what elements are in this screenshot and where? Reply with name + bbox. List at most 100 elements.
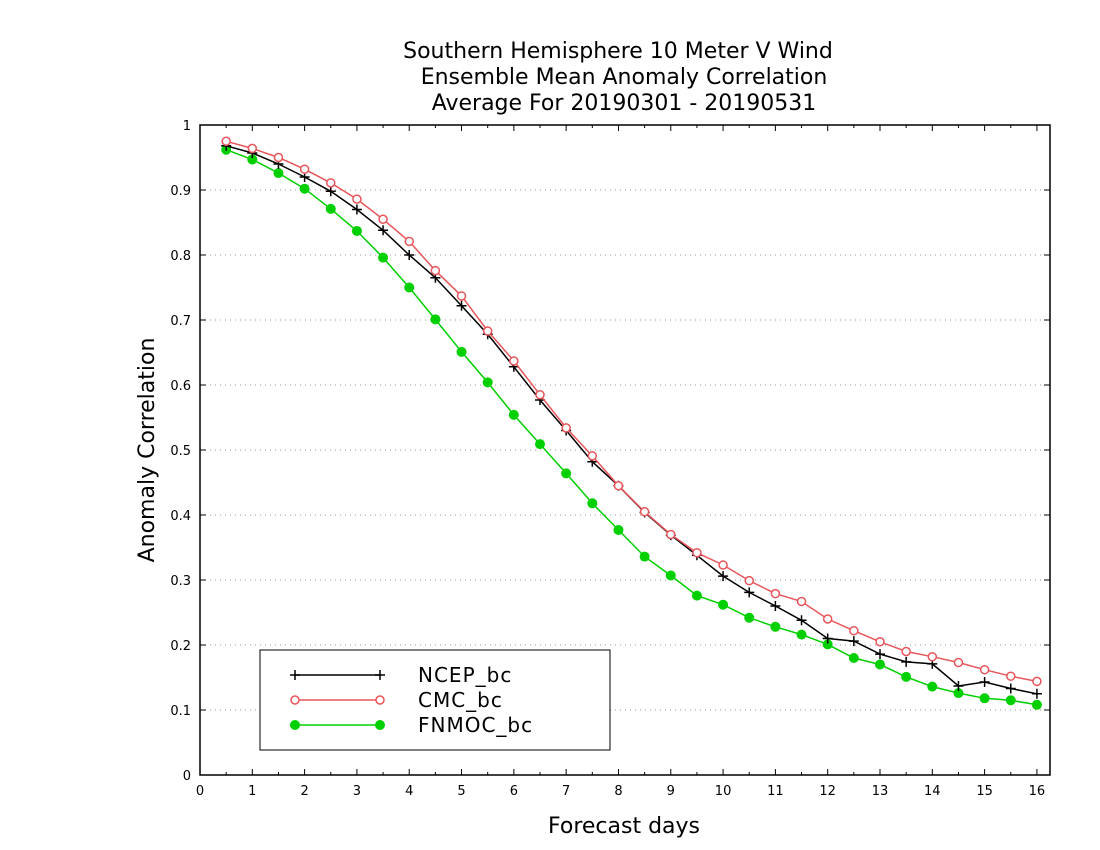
data-point-ncep-bc (325, 186, 336, 197)
data-point-fnmoc-bc (430, 314, 441, 325)
y-tick-label: 0.9 (170, 184, 191, 199)
legend-label-fnmoc-bc: FNMOC_bc (418, 713, 533, 737)
data-point-fnmoc-bc (351, 225, 362, 236)
data-point-cmc-bc (718, 560, 728, 570)
data-point-ncep-bc (848, 636, 859, 647)
data-point-cmc-bc (822, 614, 833, 624)
data-point-cmc-bc (561, 423, 571, 433)
data-point-ncep-bc (953, 680, 964, 691)
data-point-fnmoc-bc (456, 346, 467, 357)
data-point-fnmoc-bc (1005, 695, 1016, 706)
data-point-ncep-bc (875, 649, 885, 660)
data-point-cmc-bc (587, 451, 598, 461)
data-point-cmc-bc (482, 326, 493, 336)
series-fnmoc-bc (221, 144, 1042, 710)
chart-title-line-2: Ensemble Mean Anomaly Correlation (421, 65, 828, 90)
x-tick-label: 5 (457, 784, 465, 799)
data-point-ncep-bc (351, 204, 362, 215)
legend-marker-cmc-bc (375, 695, 385, 705)
data-point-ncep-bc (378, 225, 389, 236)
series-line-cmc-bc (226, 140, 1038, 683)
y-tick-label: 0.5 (170, 444, 191, 459)
data-point-fnmoc-bc (482, 377, 493, 388)
data-point-fnmoc-bc (404, 282, 415, 293)
legend-label-ncep-bc: NCEP_bc (418, 663, 512, 687)
data-point-fnmoc-bc (770, 621, 781, 632)
series-group (221, 136, 1042, 710)
chart-title: Southern Hemisphere 10 Meter V Wind Ense… (403, 39, 833, 116)
x-axis-label: Forecast days (548, 814, 700, 839)
data-point-cmc-bc (1006, 671, 1016, 681)
data-point-cmc-bc (273, 152, 284, 163)
x-tick-label: 3 (353, 784, 361, 799)
data-point-cmc-bc (692, 547, 702, 558)
x-tick-label: 1 (248, 784, 256, 799)
data-point-cmc-bc (613, 481, 624, 491)
data-point-fnmoc-bc (508, 409, 519, 420)
legend-marker-cmc-bc (290, 695, 300, 705)
y-tick-label: 1 (183, 119, 191, 134)
data-point-cmc-bc (404, 236, 414, 247)
y-tick-label: 0.2 (170, 639, 191, 654)
x-tick-label: 15 (976, 784, 993, 799)
data-point-fnmoc-bc (875, 659, 885, 670)
legend-marker-fnmoc-bc (375, 720, 385, 730)
data-point-cmc-bc (352, 194, 362, 204)
data-point-cmc-bc (796, 596, 807, 607)
data-point-cmc-bc (849, 625, 859, 636)
x-tick-label: 6 (510, 784, 518, 799)
grid (200, 189, 1050, 711)
y-tick-label: 0.7 (170, 314, 191, 329)
y-tick-label: 0.8 (170, 249, 191, 264)
y-axis-label: Anomaly Correlation (135, 338, 160, 563)
data-point-cmc-bc (221, 136, 231, 146)
data-point-fnmoc-bc (561, 468, 572, 479)
x-tick-label: 14 (924, 784, 941, 799)
data-point-ncep-bc (979, 677, 990, 688)
data-point-fnmoc-bc (665, 570, 676, 581)
data-point-ncep-bc (901, 656, 912, 667)
x-tick-label: 9 (667, 784, 675, 799)
data-point-cmc-bc (666, 529, 676, 540)
data-point-cmc-bc (979, 664, 990, 675)
legend-marker-fnmoc-bc (290, 720, 300, 730)
data-point-ncep-bc (822, 633, 833, 644)
data-point-fnmoc-bc (587, 498, 598, 509)
data-point-fnmoc-bc (691, 590, 702, 601)
data-point-cmc-bc (639, 507, 650, 517)
x-tick-label: 10 (715, 784, 732, 799)
x-tick-label: 13 (872, 784, 889, 799)
data-point-cmc-bc (326, 178, 336, 188)
data-point-ncep-bc (1005, 683, 1016, 694)
x-tick-label: 12 (819, 784, 836, 799)
data-point-fnmoc-bc (273, 168, 284, 179)
chart-title-line-1: Southern Hemisphere 10 Meter V Wind (403, 39, 833, 64)
data-point-ncep-bc (456, 300, 467, 311)
data-point-fnmoc-bc (535, 439, 545, 450)
legend-label-cmc-bc: CMC_bc (418, 688, 503, 712)
data-point-fnmoc-bc (927, 681, 938, 692)
series-ncep-bc (221, 140, 1042, 699)
data-point-cmc-bc (299, 164, 310, 174)
data-point-cmc-bc (430, 265, 441, 276)
data-point-fnmoc-bc (979, 693, 990, 704)
data-point-fnmoc-bc (718, 599, 729, 610)
x-tick-label: 8 (614, 784, 622, 799)
data-point-cmc-bc (953, 657, 964, 668)
plot-frame (199, 124, 1051, 776)
data-point-cmc-bc (456, 291, 467, 301)
data-point-ncep-bc (718, 571, 729, 582)
chart-title-line-3: Average For 20190301 - 20190531 (432, 91, 817, 116)
data-point-fnmoc-bc (325, 203, 336, 214)
x-tick-label: 4 (405, 784, 413, 799)
data-point-fnmoc-bc (613, 524, 624, 535)
data-point-ncep-bc (404, 250, 415, 260)
y-tick-label: 0.1 (170, 704, 191, 719)
axis-ticks: 00.10.20.30.40.50.60.70.80.910 1 2 3 4 5 6 7 8 9 1… (170, 119, 1050, 799)
x-tick-label: 16 (1029, 784, 1046, 799)
data-point-cmc-bc (875, 637, 885, 647)
legend-marker-ncep-bc (290, 670, 300, 680)
data-point-fnmoc-bc (744, 612, 755, 623)
